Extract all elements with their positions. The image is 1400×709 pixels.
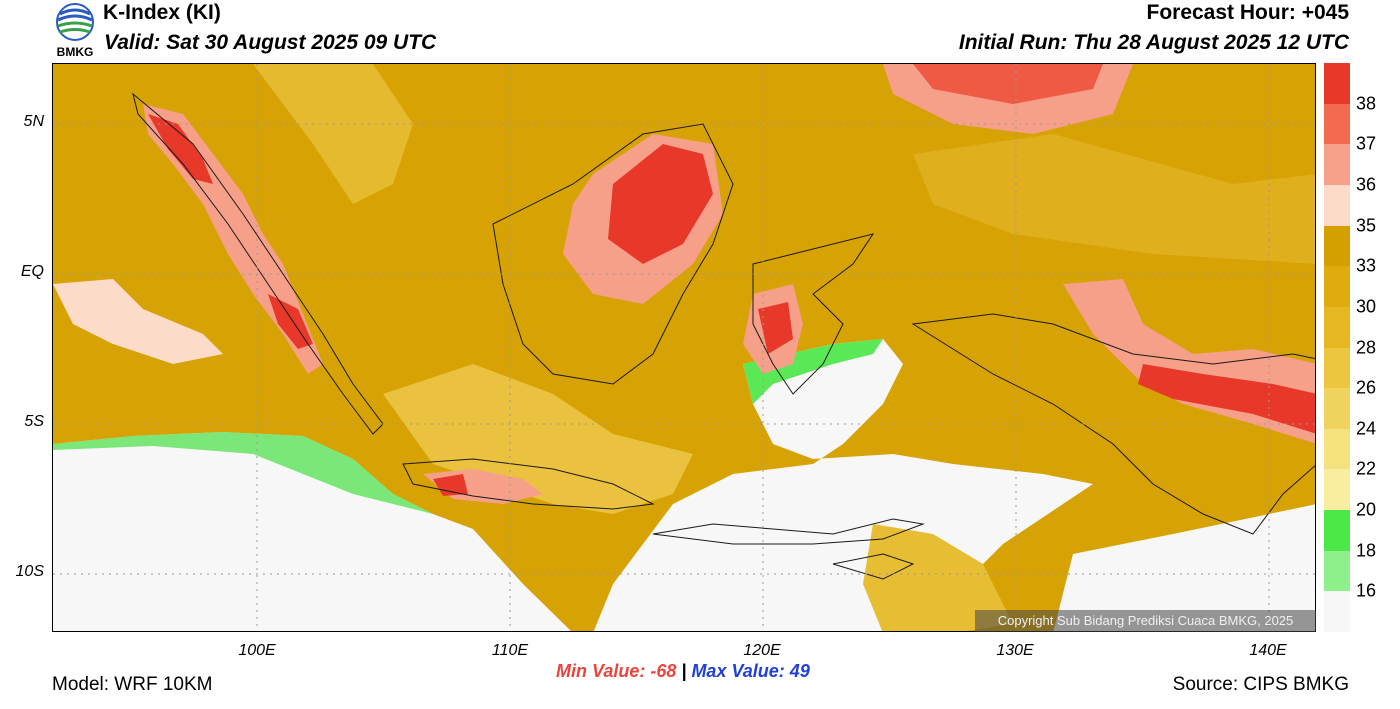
x-tick-100e: 100E bbox=[238, 642, 276, 659]
java-core bbox=[433, 474, 468, 496]
y-tick-5n: 5N bbox=[23, 113, 44, 130]
min-max-separator: | bbox=[681, 661, 687, 681]
colorbar-label: 24 bbox=[1356, 418, 1377, 439]
y-tick-10s: 10S bbox=[15, 563, 44, 580]
y-tick-5s: 5S bbox=[24, 413, 44, 430]
x-tick-120e: 120E bbox=[743, 642, 781, 659]
banda-sea-green bbox=[743, 339, 883, 404]
colorbar-segment bbox=[1324, 388, 1350, 430]
low-value-area bbox=[53, 432, 571, 631]
x-tick-140e: 140E bbox=[1249, 642, 1287, 659]
mid-value-band-2 bbox=[253, 64, 413, 204]
y-tick-eq: EQ bbox=[20, 263, 44, 280]
valid-time: Valid: Sat 30 August 2025 09 UTC bbox=[104, 31, 437, 54]
colorbar-segment bbox=[1324, 225, 1350, 267]
sumatra-north-core bbox=[148, 114, 213, 184]
colorbar-label: 20 bbox=[1356, 499, 1377, 520]
forecast-hour: Forecast Hour: +045 bbox=[1146, 1, 1350, 24]
colorbar-segment bbox=[1324, 550, 1350, 592]
colorbar-segment bbox=[1324, 428, 1350, 470]
timor-region bbox=[863, 524, 1013, 631]
bmkg-logo-text: BMKG bbox=[56, 45, 94, 59]
north-pacific-core bbox=[913, 64, 1103, 104]
copyright-notice: Copyright Sub Bidang Prediksi Cuaca BMKG… bbox=[975, 610, 1316, 632]
borneo-core bbox=[608, 144, 713, 264]
papua-core bbox=[1138, 364, 1315, 434]
model-label: Model: WRF 10KM bbox=[52, 674, 213, 695]
colorbar-segment bbox=[1324, 591, 1350, 633]
colorbar-label: 18 bbox=[1356, 540, 1377, 561]
initial-run: Initial Run: Thu 28 August 2025 12 UTC bbox=[958, 31, 1349, 54]
colorbar-segment bbox=[1324, 266, 1350, 308]
bmkg-logo: BMKG bbox=[52, 2, 98, 60]
min-value: Min Value: -68 bbox=[556, 661, 677, 681]
colorbar-segment bbox=[1324, 144, 1350, 186]
colorbar-segment bbox=[1324, 306, 1350, 348]
colorbar-label: 22 bbox=[1356, 458, 1377, 479]
colorbar-label: 36 bbox=[1356, 174, 1377, 195]
chart-title: K-Index (KI) bbox=[103, 1, 221, 24]
colorbar bbox=[1324, 63, 1350, 633]
colorbar-segment bbox=[1324, 184, 1350, 227]
colorbar-label: 38 bbox=[1356, 93, 1377, 114]
mid-value-band bbox=[383, 364, 693, 514]
colorbar-segment bbox=[1324, 510, 1350, 552]
mid-value-band-3 bbox=[913, 134, 1315, 264]
graticule bbox=[53, 64, 1315, 631]
low-value-area-green bbox=[53, 432, 433, 514]
colorbar-segment bbox=[1324, 103, 1350, 145]
colorbar-label: 16 bbox=[1356, 580, 1377, 601]
colorbar-label: 33 bbox=[1356, 255, 1377, 276]
sulawesi-core bbox=[758, 302, 793, 354]
k-index-map bbox=[52, 63, 1316, 632]
colorbar-label: 28 bbox=[1356, 337, 1377, 357]
colorbar-segment bbox=[1324, 347, 1350, 389]
x-tick-130e: 130E bbox=[996, 642, 1034, 659]
source-label: Source: CIPS BMKG bbox=[1172, 674, 1349, 695]
colorbar-label: 26 bbox=[1356, 377, 1377, 398]
x-tick-110e: 110E bbox=[491, 642, 529, 659]
colorbar-label: 35 bbox=[1356, 215, 1377, 236]
max-value: Max Value: 49 bbox=[691, 661, 810, 681]
min-max-values: Min Value: -68 | Max Value: 49 bbox=[556, 661, 810, 682]
colorbar-label: 37 bbox=[1356, 133, 1377, 154]
colorbar-segment bbox=[1324, 63, 1350, 105]
colorbar-label: 30 bbox=[1356, 296, 1377, 317]
colorbar-segment bbox=[1324, 469, 1350, 511]
arafura-low bbox=[1053, 504, 1315, 631]
indian-ocean-cell bbox=[53, 279, 223, 364]
